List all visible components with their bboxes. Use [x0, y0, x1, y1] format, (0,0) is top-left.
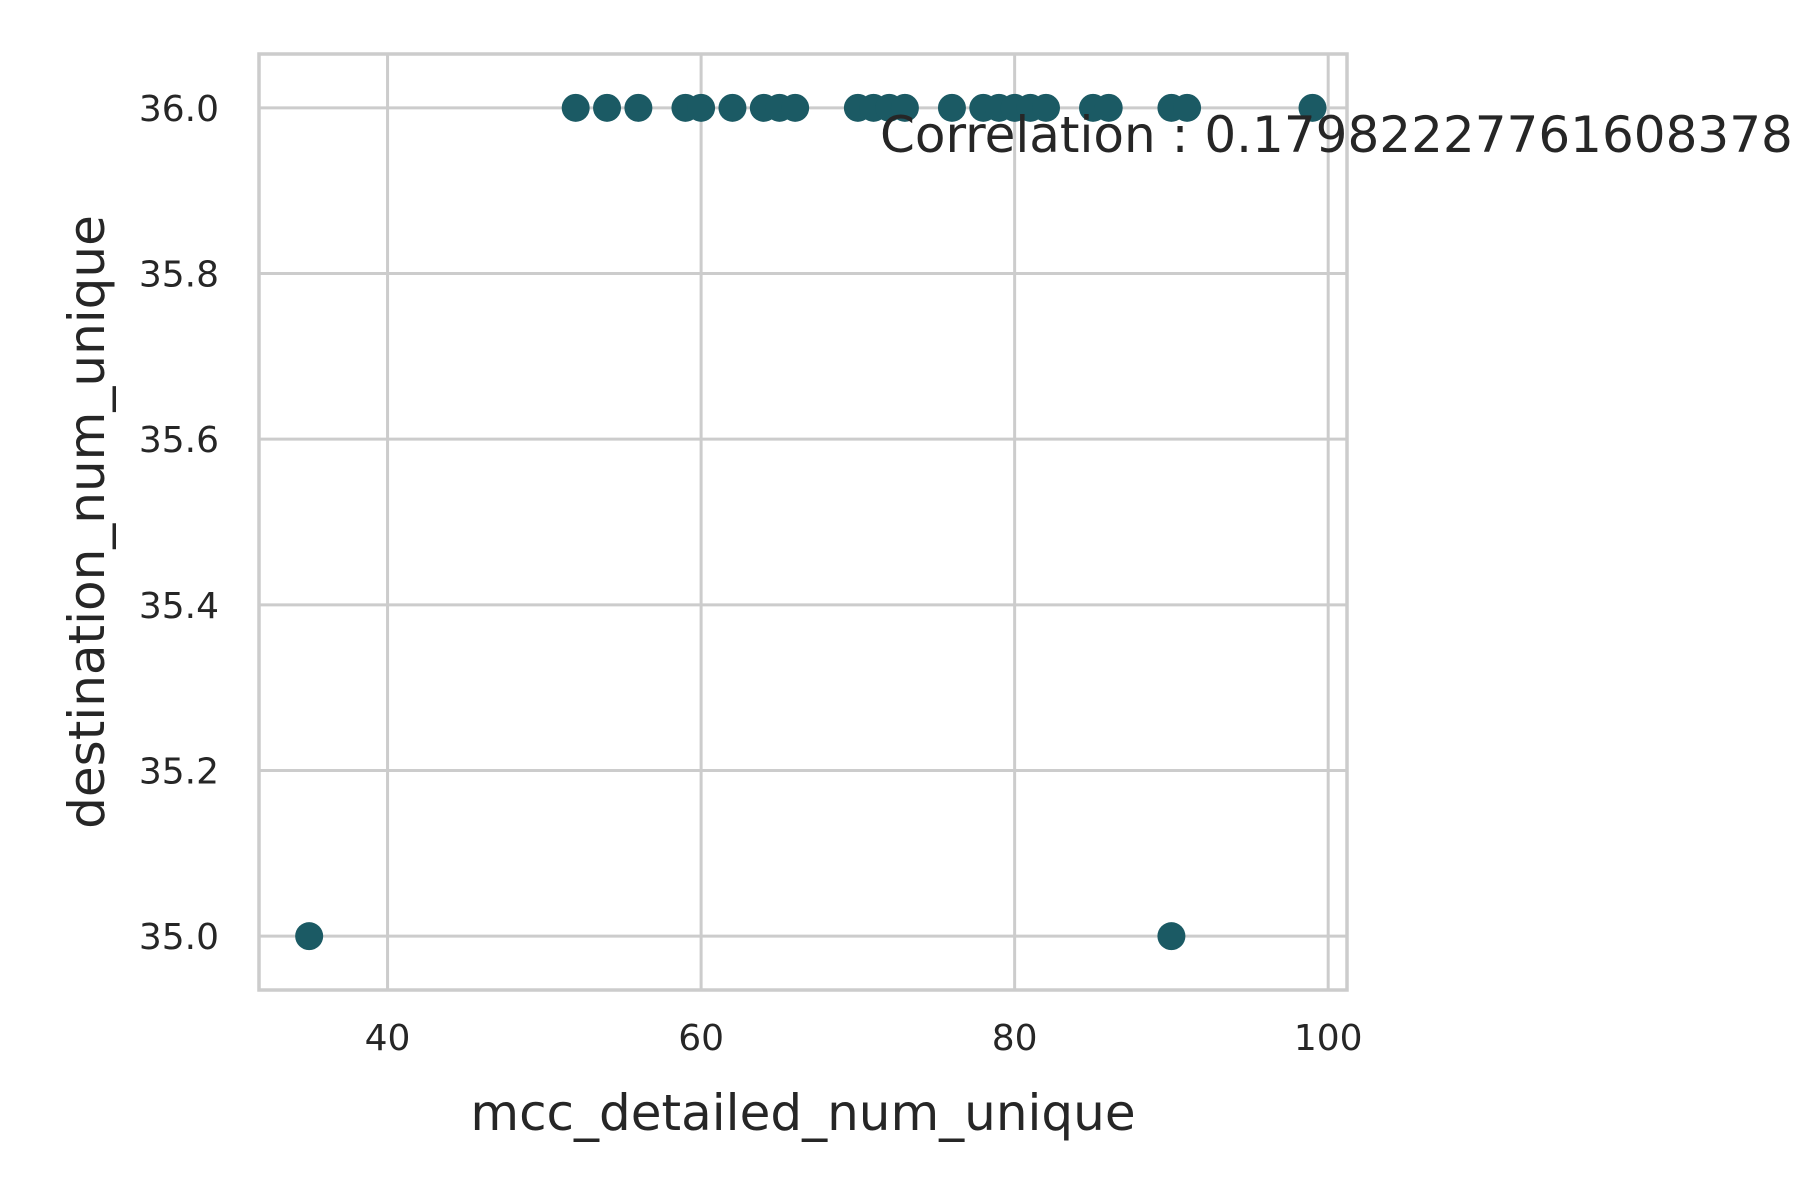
- y-tick-label: 35.2: [139, 751, 219, 792]
- y-tick-label: 36.0: [139, 89, 219, 130]
- y-tick-label: 35.0: [139, 917, 219, 958]
- x-tick-label: 40: [365, 1018, 411, 1059]
- data-point: [295, 922, 324, 951]
- data-point: [937, 93, 966, 122]
- data-point: [561, 93, 590, 122]
- data-points: [295, 93, 1327, 951]
- correlation-annotation: Correlation : 0.17982227761608378: [880, 106, 1793, 164]
- data-point: [1157, 922, 1186, 951]
- y-tick-labels: 35.0 35.2 35.4 35.6 35.8 36.0: [139, 89, 219, 958]
- x-tick-label: 60: [678, 1018, 724, 1059]
- data-point: [1173, 93, 1202, 122]
- y-tick-label: 35.6: [139, 420, 219, 461]
- grid-lines: [259, 54, 1347, 990]
- y-tick-label: 35.4: [139, 586, 219, 627]
- data-point: [593, 93, 622, 122]
- y-tick-label: 35.8: [139, 255, 219, 296]
- x-tick-labels: 40 60 80 100: [365, 1018, 1363, 1059]
- x-tick-label: 100: [1294, 1018, 1363, 1059]
- x-tick-label: 80: [992, 1018, 1038, 1059]
- data-point: [781, 93, 810, 122]
- data-point: [1031, 93, 1060, 122]
- data-point: [718, 93, 747, 122]
- data-point: [1094, 93, 1123, 122]
- y-axis-label: destination_num_unique: [58, 215, 116, 829]
- data-point: [687, 93, 716, 122]
- data-point: [890, 93, 919, 122]
- x-axis-label: mcc_detailed_num_unique: [470, 1084, 1135, 1142]
- data-point: [1298, 93, 1327, 122]
- plot-frame: [257, 52, 1349, 992]
- data-point: [624, 93, 653, 122]
